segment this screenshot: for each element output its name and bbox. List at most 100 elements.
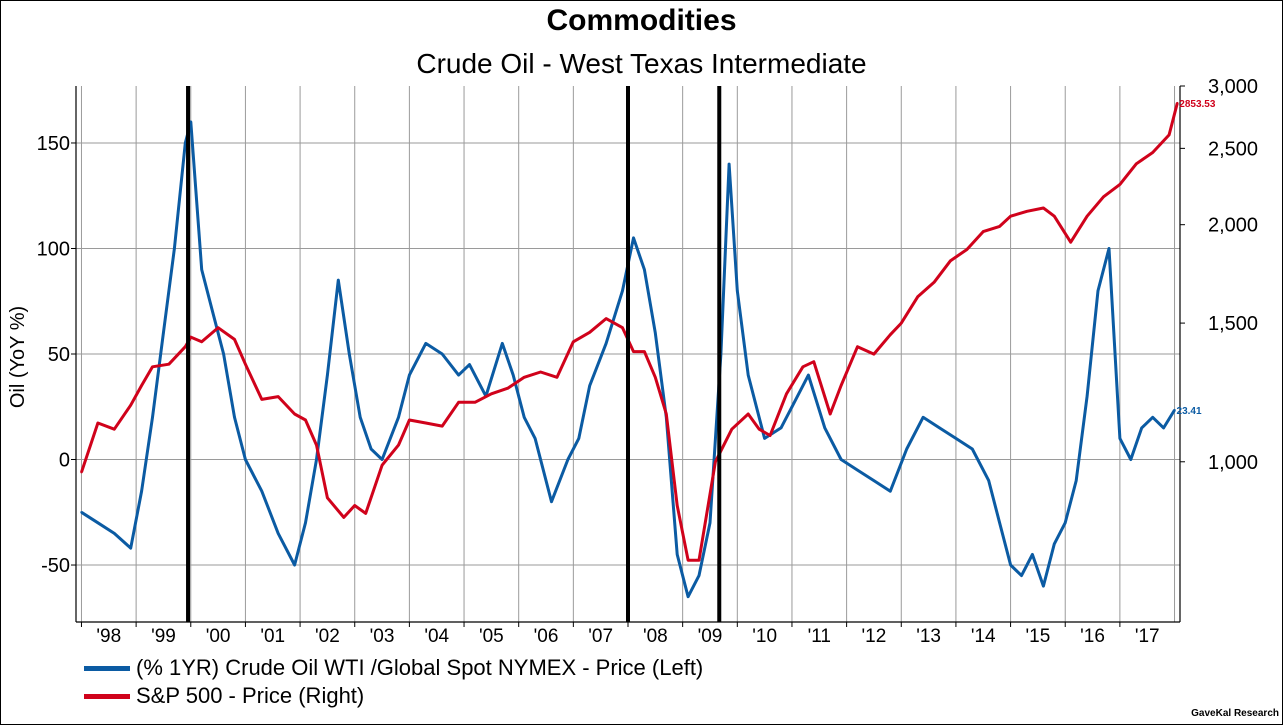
legend-label-oil: (% 1YR) Crude Oil WTI /Global Spot NYMEX… [136,655,704,680]
data-point-sp500 [1085,215,1089,218]
data-point-oil [358,416,362,419]
data-point-oil [1162,426,1165,430]
data-point-oil [397,416,400,419]
data-point-sp500 [1102,195,1105,198]
source-credit: GaveKal Research [1191,708,1279,719]
legend-swatch-sp500 [84,693,130,699]
data-point-oil [1151,416,1154,419]
data-point-sp500 [665,412,668,416]
data-point-oil [1042,584,1045,588]
data-point-sp500 [522,376,526,379]
data-point-oil [1140,426,1143,430]
data-point-oil [113,532,116,535]
data-point-oil [779,426,783,430]
data-point-sp500 [113,427,116,431]
data-point-sp500 [80,471,83,474]
data-point-sp500 [555,376,559,379]
data-point-oil [954,437,958,440]
chart-title: Commodities [546,4,737,37]
data-point-oil [697,574,701,577]
data-point-sp500 [829,412,832,416]
x-tick-label: '09 [698,626,723,647]
data-point-sp500 [304,418,307,422]
data-point-oil [140,489,143,493]
data-point-sp500 [982,230,985,233]
data-point-sp500 [342,516,346,519]
data-point-sp500 [380,464,384,467]
data-point-oil [686,595,690,598]
recession-markers [186,86,722,622]
x-tick-label: '11 [808,626,831,647]
data-point-sp500 [1167,133,1171,137]
data-point-sp500 [490,392,493,395]
x-tick-label: '16 [1080,626,1105,647]
data-point-oil [440,352,444,356]
data-point-sp500 [747,412,750,416]
data-point-sp500 [326,496,329,500]
data-point-sp500 [801,365,805,369]
data-point-sp500 [244,363,247,366]
grid [76,86,1180,622]
data-point-oil [151,416,154,419]
data-point-oil [1173,408,1176,412]
data-point-oil [921,416,925,419]
x-tick-label: '08 [643,626,668,647]
data-point-oil [501,342,504,345]
tick-labels: -50 0 50 100 150 1,000 1,500 2,000 2,500 3,000 '98… [37,76,1258,647]
data-point-sp500 [1135,162,1138,165]
y-axis-left-label: Oil (YoY %) [7,306,29,408]
y-left-tick-label: 150 [37,133,70,155]
data-point-oil [675,553,679,556]
data-point-sp500 [697,558,701,562]
data-point-oil [1096,289,1100,292]
data-point-sp500 [856,345,859,348]
data-point-oil [408,373,411,377]
data-point-oil [550,500,553,503]
data-point-oil [632,236,635,240]
data-point-sp500 [1176,101,1179,105]
data-point-oil [211,310,214,313]
data-point-sp500 [900,321,903,325]
data-point-sp500 [965,248,969,251]
data-point-oil [736,289,739,292]
data-point-sp500 [424,421,427,425]
data-point-sp500 [216,326,220,329]
data-point-oil [96,521,100,525]
data-point-oil [244,458,247,461]
data-point-sp500 [768,434,772,437]
y-left-tick-label: 0 [59,450,70,472]
series-lines [80,101,1179,599]
data-point-sp500 [233,338,236,341]
data-point-sp500 [293,412,296,416]
data-point-oil [326,373,329,377]
chart-subtitle: Crude Oil - West Texas Intermediate [416,48,867,79]
data-point-oil [380,458,384,461]
data-point-sp500 [1009,215,1012,218]
data-point-oil [293,563,296,567]
data-point-sp500 [260,398,264,401]
data-point-oil [621,289,624,292]
data-point-oil [200,268,203,271]
data-point-oil [872,479,876,482]
data-point-oil [369,447,373,451]
data-point-sp500 [1069,241,1072,244]
data-point-oil [162,331,165,335]
y-right-tick-label: 1,500 [1208,313,1258,335]
data-point-oil [522,416,526,419]
data-point-oil [173,247,176,250]
legend-item-oil: (% 1YR) Crude Oil WTI /Global Spot NYMEX… [84,655,703,681]
x-tick-label: '07 [588,626,613,647]
data-point-oil [1009,563,1012,567]
data-point-oil [1129,458,1133,461]
x-tick-label: '99 [151,626,176,647]
data-point-sp500 [916,295,919,298]
data-point-oil [1085,395,1089,398]
y-right-tick-label: 2,500 [1208,138,1258,160]
data-point-sp500 [785,392,788,395]
data-point-sp500 [757,427,761,431]
data-point-sp500 [353,504,356,507]
data-point-sp500 [140,384,143,387]
y-left-tick-label: 50 [48,344,70,366]
data-point-sp500 [839,384,843,387]
x-tick-label: '10 [752,626,777,647]
